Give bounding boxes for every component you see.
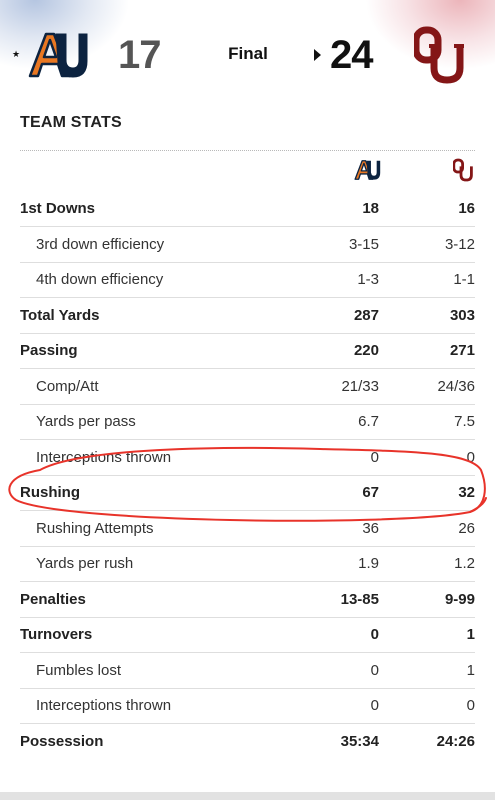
- bottom-edge: [0, 792, 495, 800]
- stat-home-value: 26: [458, 519, 475, 537]
- stat-away-value: 0: [370, 626, 379, 643]
- stat-home-value: 3-12: [444, 235, 475, 253]
- stat-row: Penalties 13-85 9-99: [20, 582, 475, 618]
- stat-label: Total Yards: [20, 306, 100, 324]
- stat-home-value: 1: [466, 626, 475, 643]
- stat-home-value: 24/36: [437, 377, 475, 395]
- stat-away-value: 0: [370, 661, 379, 679]
- stat-row: Yards per rush 1.9 1.2: [20, 546, 475, 582]
- stat-row: Fumbles lost 0 1: [20, 653, 475, 689]
- stat-row: Turnovers 0 1: [20, 617, 475, 653]
- stat-home-value: 271: [449, 342, 475, 359]
- stat-away-value: 35:34: [340, 732, 379, 750]
- stat-away-value: 21/33: [341, 377, 379, 395]
- game-header: ★ 17 Final 24: [0, 0, 495, 108]
- stat-label: Passing: [20, 342, 78, 359]
- stat-label: Fumbles lost: [36, 661, 122, 679]
- stat-home-value: 303: [449, 306, 475, 324]
- stat-row: Possession 35:34 24:26: [20, 724, 475, 759]
- stat-home-value: 0: [466, 697, 475, 714]
- stat-row: Interceptions thrown 0 0: [20, 440, 475, 476]
- stat-label: Interceptions thrown: [36, 697, 172, 714]
- stat-row: Total Yards 287 303: [20, 298, 475, 334]
- stat-label: 4th down efficiency: [36, 271, 164, 288]
- stat-home-value: 0: [466, 448, 475, 466]
- stat-row: Rushing Attempts 36 26: [20, 511, 475, 547]
- stat-away-value: 6.7: [358, 413, 379, 430]
- stat-home-value: 7.5: [454, 413, 475, 430]
- stat-label: Penalties: [20, 590, 86, 608]
- stat-label: Turnovers: [20, 626, 93, 643]
- oklahoma-mini-logo-icon: [453, 158, 473, 182]
- stat-label: Yards per pass: [36, 413, 136, 430]
- home-score: 24: [330, 33, 373, 77]
- stat-away-value: 18: [362, 200, 379, 217]
- stat-row: Comp/Att 21/33 24/36: [20, 369, 475, 405]
- stat-away-value: 1-3: [357, 271, 379, 288]
- stat-label: Rushing Attempts: [36, 519, 154, 537]
- stat-label: Interceptions thrown: [36, 448, 172, 466]
- stat-label: Possession: [20, 732, 104, 750]
- stat-away-value: 0: [370, 448, 379, 466]
- divider: [20, 150, 475, 151]
- game-status: Final: [228, 44, 268, 63]
- stat-row: Yards per pass 6.7 7.5: [20, 404, 475, 440]
- stat-label: 3rd down efficiency: [36, 235, 165, 253]
- auburn-logo-icon[interactable]: [26, 30, 88, 80]
- stat-away-value: 36: [362, 519, 379, 537]
- stat-home-value: 1-1: [453, 271, 475, 288]
- stat-away-value: 3-15: [348, 235, 379, 253]
- stat-home-value: 16: [458, 200, 475, 217]
- stat-home-value: 32: [458, 484, 475, 501]
- stat-label: 1st Downs: [20, 200, 96, 217]
- star-icon: ★: [12, 49, 21, 59]
- stat-away-value: 13-85: [340, 590, 379, 608]
- stat-home-value: 1.2: [454, 555, 475, 572]
- stat-home-value: 9-99: [444, 590, 475, 608]
- stat-label: Rushing: [20, 484, 80, 501]
- stat-label: Yards per rush: [36, 555, 134, 572]
- stat-row: 4th down efficiency 1-3 1-1: [20, 262, 475, 298]
- stat-row: Interceptions thrown 0 0: [20, 688, 475, 724]
- stat-home-value: 24:26: [436, 732, 475, 750]
- winner-arrow-icon: [314, 49, 321, 61]
- team-stats-card: TEAM STATS 1st Downs 18 16 3rd down efficie…: [0, 108, 495, 792]
- stat-row: 1st Downs 18 16: [20, 191, 475, 227]
- stat-row: Rushing 67 32: [20, 475, 475, 511]
- stat-away-value: 1.9: [358, 555, 379, 572]
- stat-away-value: 67: [362, 484, 379, 501]
- oklahoma-logo-icon[interactable]: [414, 26, 464, 84]
- stat-row: 3rd down efficiency 3-15 3-12: [20, 227, 475, 263]
- stat-away-value: 220: [353, 342, 379, 359]
- team-stats-title: TEAM STATS: [20, 114, 122, 131]
- auburn-mini-logo-icon: [354, 160, 381, 180]
- stat-home-value: 1: [466, 661, 475, 679]
- stat-away-value: 0: [370, 697, 379, 714]
- stat-label: Comp/Att: [36, 377, 99, 395]
- away-score: 17: [118, 33, 161, 77]
- stat-row: Passing 220 271: [20, 333, 475, 369]
- stat-away-value: 287: [353, 306, 379, 324]
